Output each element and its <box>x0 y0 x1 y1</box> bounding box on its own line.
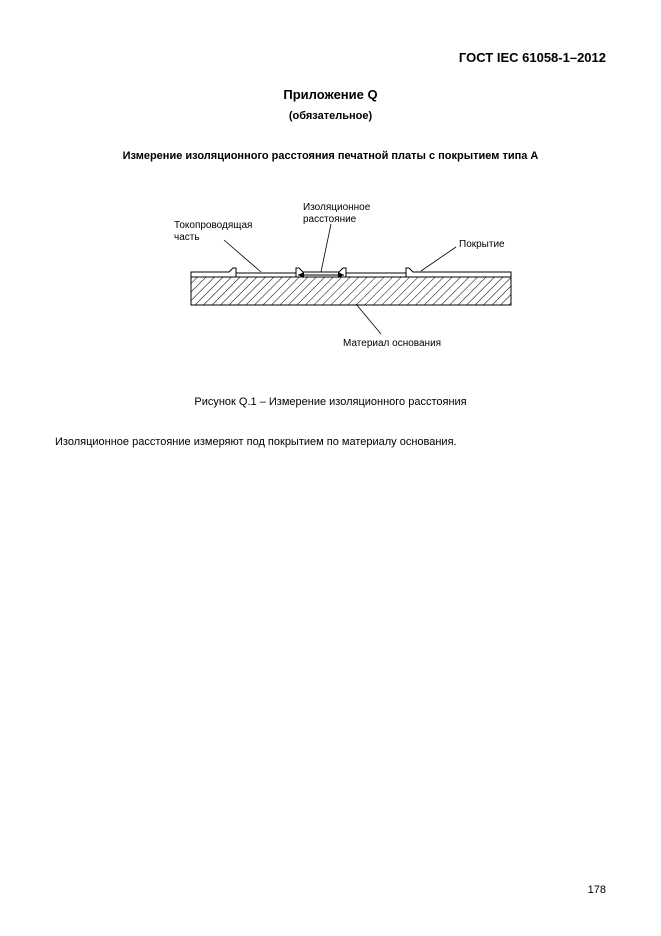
pcb-cross-section-diagram: Токопроводящая часть Изоляционное рассто… <box>121 192 541 362</box>
body-paragraph: Изоляционное расстояние измеряют под пок… <box>55 436 606 448</box>
leader-base <box>356 304 381 334</box>
section-title: Измерение изоляционного расстояния печат… <box>55 150 606 162</box>
page-number: 178 <box>588 884 606 896</box>
leader-coating <box>421 247 456 271</box>
appendix-title: Приложение Q <box>55 87 606 102</box>
leader-insulation <box>321 224 331 272</box>
label-coating: Покрытие <box>459 239 505 250</box>
conductor-left <box>236 273 296 277</box>
appendix-subtitle: (обязательное) <box>55 110 606 122</box>
label-insulation-l2: расстояние <box>303 214 357 225</box>
figure-container: Токопроводящая часть Изоляционное рассто… <box>55 192 606 362</box>
page-container: ГОСТ IEC 61058-1–2012 Приложение Q (обяз… <box>0 0 661 936</box>
label-conductor-l2: часть <box>174 232 200 243</box>
label-conductor-l1: Токопроводящая <box>174 220 252 231</box>
base-material-rect <box>191 277 511 305</box>
conductor-right <box>346 273 406 277</box>
label-insulation-l1: Изоляционное <box>303 202 371 213</box>
leader-conductor <box>224 240 261 272</box>
document-code: ГОСТ IEC 61058-1–2012 <box>55 50 606 65</box>
label-base-material: Материал основания <box>343 338 441 349</box>
figure-caption: Рисунок Q.1 – Измерение изоляционного ра… <box>55 396 606 408</box>
